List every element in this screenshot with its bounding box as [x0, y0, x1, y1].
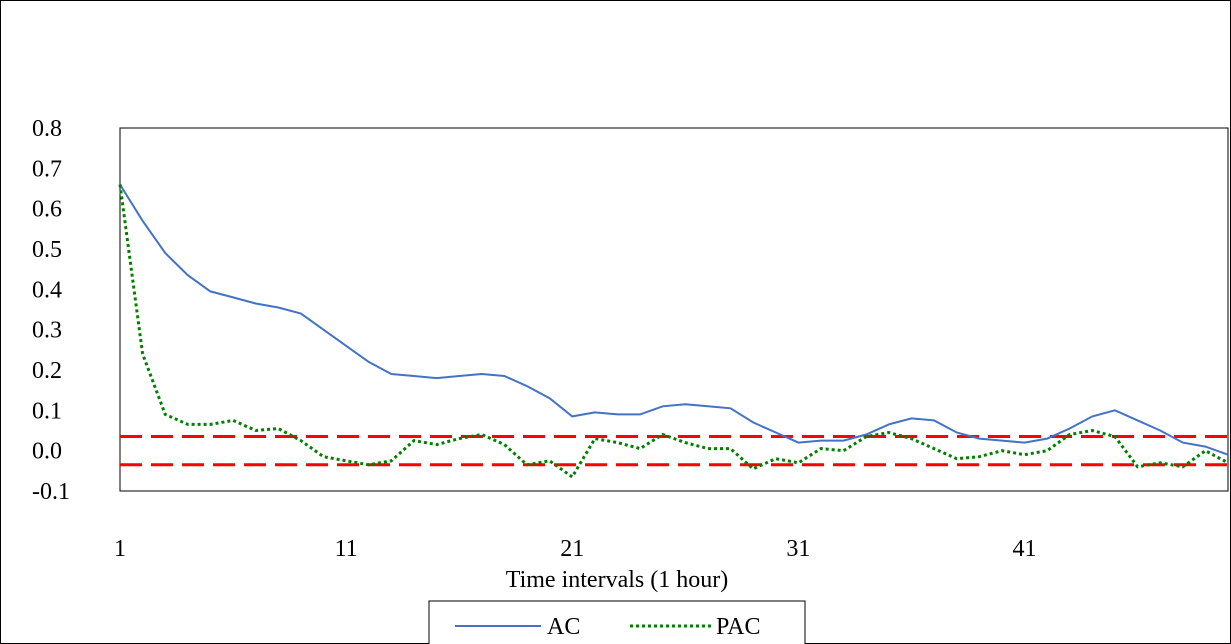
y-axis-ticks: 0.8 0.7 0.6 0.5 0.4 0.3 0.2 0.1 0.0 -0.1 [32, 116, 70, 505]
series-line-ac [119, 183, 1229, 456]
legend-box [428, 600, 806, 644]
series-line-pac [118, 184, 1229, 480]
plot-area [119, 127, 1229, 492]
y-tick-label: -0.1 [32, 479, 70, 505]
y-tick-label: 0.6 [32, 197, 62, 223]
y-tick-label: 0.2 [32, 358, 62, 384]
x-axis-label: Time intervals (1 hour) [506, 567, 728, 593]
series-lines [118, 183, 1229, 480]
y-tick-label: 0.5 [32, 237, 62, 263]
legend-label-ac: AC [547, 614, 580, 640]
x-tick-label: 1 [114, 536, 126, 562]
x-tick-label: 21 [560, 536, 584, 562]
x-axis-ticks: 1 11 21 31 41 [114, 536, 1036, 562]
legend-label-pac: PAC [716, 614, 760, 640]
y-tick-label: 0.4 [32, 277, 62, 303]
x-tick-label: 11 [335, 536, 358, 562]
y-tick-label: 0.1 [32, 398, 62, 424]
y-tick-label: 0.3 [32, 318, 62, 344]
x-tick-label: 41 [1012, 536, 1036, 562]
x-tick-label: 31 [786, 536, 810, 562]
y-tick-label: 0.7 [32, 156, 62, 182]
y-tick-label: 0.8 [32, 116, 62, 142]
legend: AC PAC [428, 600, 806, 644]
y-tick-label: 0.0 [32, 439, 62, 465]
